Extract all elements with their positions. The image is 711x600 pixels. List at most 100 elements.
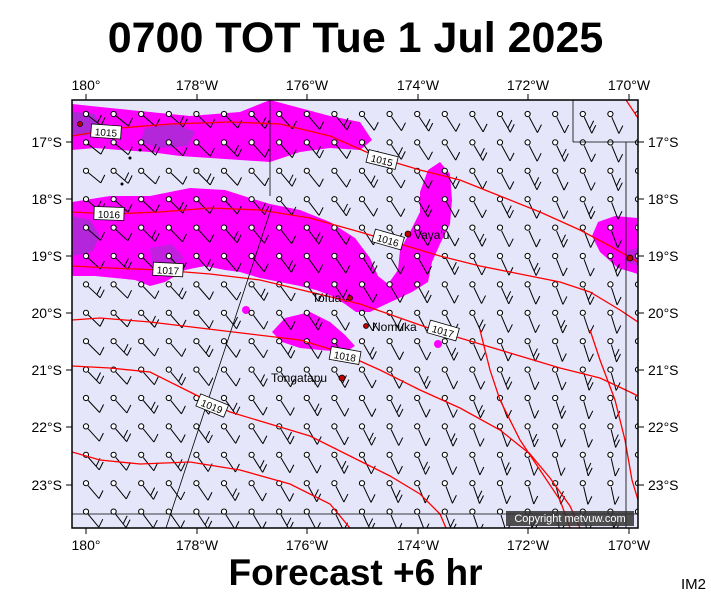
wind-barb — [496, 338, 513, 362]
wind-barb — [165, 281, 187, 300]
wind-barb — [138, 281, 160, 300]
wind-barb — [165, 110, 188, 128]
wind-barb — [469, 167, 488, 190]
wind-barb — [220, 366, 241, 387]
wind-barb — [303, 309, 323, 331]
isobar-label: 1016 — [93, 206, 125, 222]
wind-barb — [579, 338, 594, 362]
wind-barb — [138, 508, 158, 528]
wind-barb — [469, 139, 488, 161]
wind-barb — [469, 423, 485, 447]
wind-barb — [193, 338, 214, 358]
wind-barb — [496, 366, 513, 390]
wind-barb — [276, 309, 296, 330]
lat-label-right: 17°S — [648, 134, 679, 150]
wind-barb — [358, 394, 377, 417]
wind-barb — [607, 394, 621, 420]
wind-barb — [552, 394, 567, 419]
wind-barb — [552, 309, 568, 334]
wind-barb — [496, 281, 514, 305]
wind-barb — [524, 252, 541, 276]
wind-barb — [82, 394, 105, 413]
wind-barb — [220, 224, 242, 244]
wind-barb — [193, 196, 215, 214]
wind-barb — [331, 196, 351, 217]
place-label-nomuka: Nomuka — [372, 320, 417, 334]
wind-barb — [414, 281, 432, 304]
wind-barb — [303, 252, 324, 273]
isobar-label: 1015 — [90, 123, 122, 140]
wind-barb — [414, 110, 434, 132]
lon-label-bottom: 178°W — [176, 537, 219, 553]
wind-barb — [82, 309, 105, 327]
rain-spot-small-1 — [242, 306, 250, 314]
wind-barb — [496, 167, 515, 190]
wind-barb — [579, 196, 596, 220]
wind-barb — [469, 281, 486, 304]
wind-barb — [220, 196, 242, 215]
wind-barb — [110, 139, 133, 156]
wind-barb — [441, 196, 460, 218]
wind-barb — [469, 196, 487, 218]
wind-barb — [193, 224, 215, 243]
wind-barb — [524, 281, 541, 305]
wind-barb — [165, 167, 188, 185]
wind-barb — [331, 167, 352, 188]
wind-barb — [110, 338, 132, 356]
wind-barb — [579, 224, 596, 248]
wind-barb — [276, 252, 296, 273]
wind-barb — [358, 167, 379, 188]
wind-barb — [358, 423, 377, 446]
copyright-box: Copyright metvuw.com — [506, 511, 634, 526]
island-nomuka — [363, 323, 369, 329]
wind-barb — [220, 167, 242, 186]
wind-barb — [552, 224, 568, 248]
isobar-label: 1018 — [328, 346, 362, 365]
wind-barb — [110, 224, 133, 242]
wind-barb — [358, 366, 377, 389]
lat-label-left: 21°S — [31, 362, 62, 378]
wind-barb — [248, 224, 269, 244]
wind-barb — [276, 196, 297, 216]
wind-barb — [331, 139, 352, 159]
wind-barb — [193, 139, 215, 157]
wind-barb — [276, 394, 295, 416]
wind-barb — [469, 110, 488, 133]
wind-barb — [414, 366, 431, 389]
lat-label-right: 23°S — [648, 477, 679, 493]
lat-label-right: 19°S — [648, 248, 679, 264]
isobar-label: 1019 — [195, 393, 230, 418]
wind-barb — [165, 451, 186, 472]
wind-barb — [386, 139, 406, 160]
island-vavau — [404, 230, 412, 238]
wind-barb — [579, 480, 593, 505]
wind-barb — [386, 423, 404, 446]
wind-barb — [441, 281, 459, 304]
wind-barb — [165, 366, 187, 386]
wind-barb — [138, 480, 158, 500]
lat-label-left: 22°S — [31, 419, 62, 435]
wind-barb — [358, 480, 376, 503]
wind-barb — [331, 252, 351, 274]
wind-barb — [110, 110, 133, 127]
isobar-label: 1015 — [365, 149, 399, 170]
wind-barb — [248, 167, 270, 187]
island-east — [626, 254, 634, 262]
place-label-tongatapu: Tongatapu — [271, 371, 327, 385]
island-lau-3 — [138, 148, 142, 152]
wind-barb — [414, 252, 432, 275]
wind-barb — [303, 366, 323, 388]
wind-barb — [524, 167, 542, 191]
wind-barb — [524, 480, 539, 505]
wind-barb — [358, 281, 378, 303]
wind-barb — [414, 196, 433, 218]
wind-barb — [248, 423, 268, 445]
rain-spot-small-2 — [434, 340, 442, 348]
wind-barb — [220, 480, 240, 501]
lat-label-right: 20°S — [648, 305, 679, 321]
isobar-label-text: 1016 — [98, 210, 121, 222]
wind-barb — [469, 252, 487, 276]
wind-barb — [276, 451, 295, 474]
wind-barb — [552, 196, 569, 219]
wind-barb — [607, 224, 623, 249]
